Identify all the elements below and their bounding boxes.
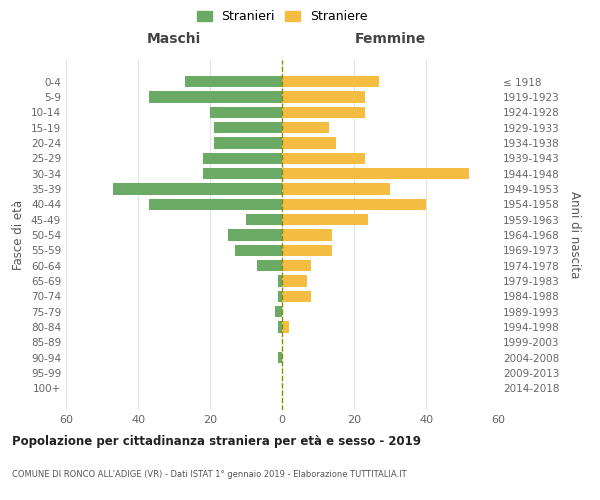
Bar [282,152,365,164]
Bar [149,91,282,102]
Bar [282,290,311,302]
Bar [203,152,282,164]
Y-axis label: Anni di nascita: Anni di nascita [568,192,581,278]
Bar [210,106,282,118]
Bar [282,198,426,210]
Bar [282,229,332,241]
Bar [246,214,282,226]
Bar [149,198,282,210]
Bar [282,122,329,134]
Legend: Stranieri, Straniere: Stranieri, Straniere [193,6,371,26]
Bar [278,290,282,302]
Text: Femmine: Femmine [355,32,425,46]
Bar [185,76,282,88]
Bar [214,122,282,134]
Text: Popolazione per cittadinanza straniera per età e sesso - 2019: Popolazione per cittadinanza straniera p… [12,435,421,448]
Bar [282,244,332,256]
Bar [282,137,336,148]
Bar [257,260,282,272]
Bar [113,183,282,194]
Bar [275,306,282,318]
Text: Maschi: Maschi [147,32,201,46]
Bar [282,76,379,88]
Bar [282,183,390,194]
Bar [282,322,289,333]
Bar [235,244,282,256]
Bar [282,106,365,118]
Bar [214,137,282,148]
Bar [228,229,282,241]
Y-axis label: Fasce di età: Fasce di età [13,200,25,270]
Bar [282,260,311,272]
Bar [282,214,368,226]
Bar [282,91,365,102]
Bar [278,276,282,287]
Bar [278,322,282,333]
Bar [282,168,469,179]
Bar [203,168,282,179]
Bar [278,352,282,364]
Bar [282,276,307,287]
Text: COMUNE DI RONCO ALL'ADIGE (VR) - Dati ISTAT 1° gennaio 2019 - Elaborazione TUTTI: COMUNE DI RONCO ALL'ADIGE (VR) - Dati IS… [12,470,407,479]
